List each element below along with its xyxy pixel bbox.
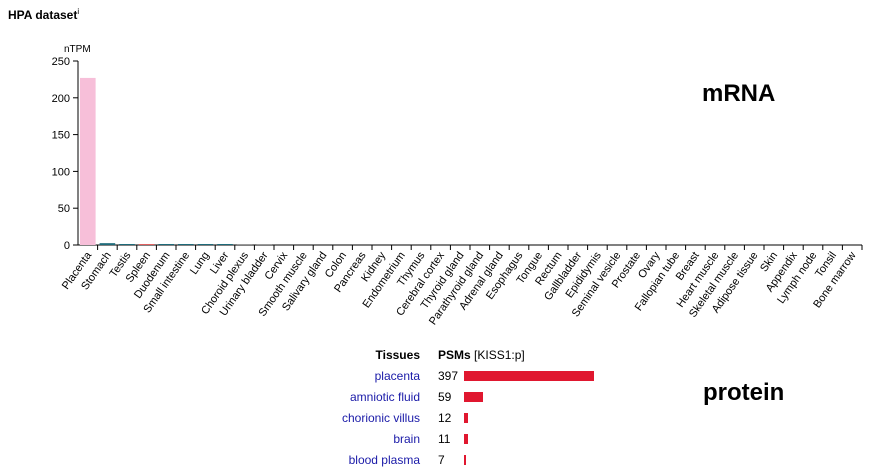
protein-row: amniotic fluid 59	[300, 386, 630, 407]
psm-value: 11	[438, 432, 451, 446]
bar-testis	[119, 244, 135, 245]
protein-label: protein	[703, 379, 785, 406]
bar-choroid-plexus	[236, 244, 253, 245]
dataset-title: HPA dataseti	[8, 7, 80, 22]
psm-value: 59	[438, 390, 452, 404]
psm-bar	[464, 392, 483, 402]
psms-header: PSMs [KISS1:p]	[438, 348, 525, 362]
protein-row: chorionic villus 12	[300, 407, 630, 428]
bar-urinary-bladder	[256, 244, 272, 245]
protein-row: placenta 397	[300, 365, 630, 386]
y-tick-label: 200	[52, 93, 70, 105]
protein-row: brain 11	[300, 428, 630, 449]
psm-bar	[464, 371, 594, 381]
protein-rows: placenta 397 amniotic fluid 59 chorionic vil…	[300, 365, 630, 470]
y-tick-label: 150	[52, 130, 70, 142]
psm-bar	[464, 413, 468, 423]
psm-value: 7	[438, 453, 445, 467]
bar-stomach	[99, 243, 116, 245]
y-tick-label: 50	[58, 203, 70, 215]
tissue-link[interactable]: chorionic villus	[341, 411, 420, 425]
psm-bar	[464, 455, 466, 465]
tissue-link[interactable]: placenta	[374, 369, 420, 383]
protein-row: blood plasma 7	[300, 449, 630, 470]
tissue-link[interactable]: brain	[393, 432, 420, 446]
protein-table-header: Tissues PSMs [KISS1:p]	[300, 344, 630, 365]
bar-duodenum	[158, 244, 174, 245]
tissue-link[interactable]: blood plasma	[348, 453, 420, 467]
tissue-link[interactable]: amniotic fluid	[349, 390, 420, 404]
bar-placenta	[80, 77, 96, 245]
y-tick-label: 0	[64, 240, 70, 252]
mrna-label: mRNA	[702, 80, 776, 107]
y-axis-title: nTPM	[64, 44, 91, 55]
info-icon[interactable]: i	[77, 7, 80, 16]
protein-table: Tissues PSMs [KISS1:p] placenta 397 amniot…	[300, 344, 630, 470]
y-tick-label: 250	[52, 56, 70, 68]
bar-liver	[217, 244, 233, 245]
x-tick-label: Lung	[188, 250, 212, 277]
bar-small-intestine	[178, 244, 194, 245]
mrna-chart: nTPM050100150200250PlacentaStomachTestis…	[52, 44, 863, 327]
bar-spleen	[138, 244, 155, 245]
psm-bar	[464, 434, 468, 444]
tissues-header: Tissues	[375, 348, 420, 362]
y-tick-label: 100	[52, 166, 70, 178]
psm-value: 397	[438, 369, 459, 383]
bar-lung	[197, 244, 214, 245]
psm-value: 12	[438, 411, 452, 425]
